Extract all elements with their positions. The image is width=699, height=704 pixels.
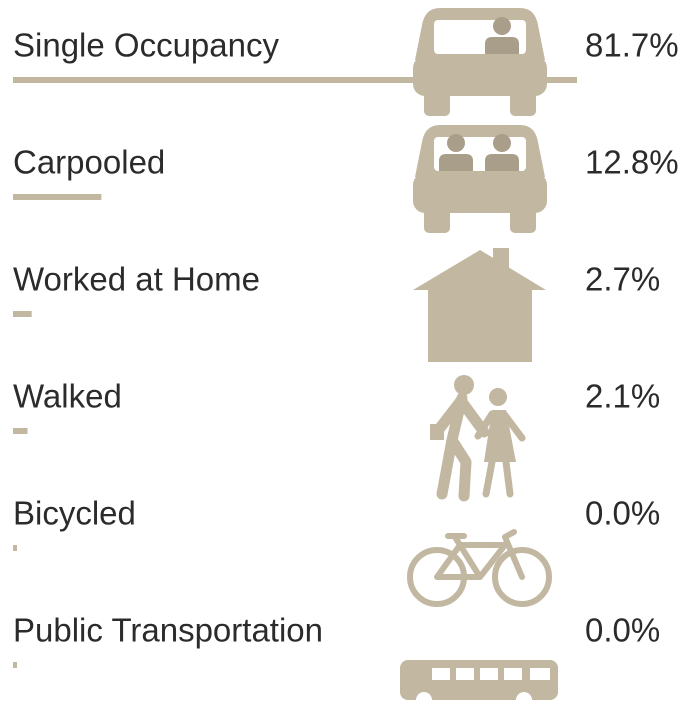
value-label: 12.8% — [585, 144, 679, 181]
value-label: 0.0% — [585, 612, 660, 649]
car-icon — [413, 125, 547, 233]
bar — [13, 545, 17, 551]
category-label: Worked at Home — [13, 261, 260, 298]
category-label: Bicycled — [13, 495, 136, 532]
bar — [13, 428, 28, 434]
icons — [400, 8, 558, 704]
house-icon — [413, 248, 546, 362]
value-label: 2.7% — [585, 261, 660, 298]
value-label: 81.7% — [585, 27, 679, 64]
bicycle-icon — [407, 529, 552, 607]
walkers-icon — [430, 375, 526, 502]
bar — [13, 662, 17, 668]
car-icon — [413, 8, 547, 116]
value-label: 0.0% — [585, 495, 660, 532]
category-label: Single Occupancy — [13, 27, 279, 64]
bar — [13, 311, 32, 317]
category-label: Carpooled — [13, 144, 165, 181]
bar — [13, 77, 577, 83]
category-label: Public Transportation — [13, 612, 323, 649]
value-label: 2.1% — [585, 378, 660, 415]
bar — [13, 194, 102, 200]
bars — [13, 77, 577, 668]
category-label: Walked — [13, 378, 122, 415]
labels: Single Occupancy 81.7% Carpooled 12.8% Worke… — [13, 27, 679, 649]
bus-icon — [400, 660, 558, 704]
